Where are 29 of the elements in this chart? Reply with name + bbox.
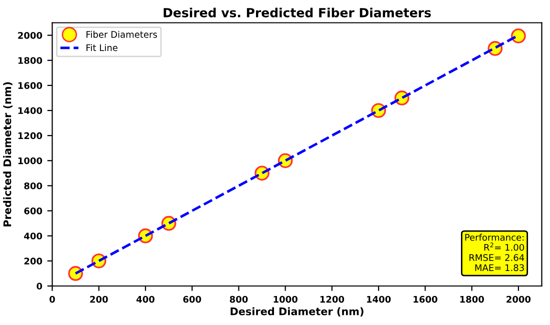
- y-tick-label: 1600: [18, 82, 42, 89]
- y-tick-label: 400: [24, 232, 42, 240]
- x-tick-label: 0: [50, 296, 55, 303]
- x-axis-title: Desired Diameter (nm): [230, 307, 364, 317]
- x-tick-label: 400: [136, 296, 154, 303]
- y-tick-label: 1400: [18, 107, 42, 114]
- y-tick-label: 200: [24, 258, 42, 264]
- chart-title: Desired vs. Predicted Fiber Diameters: [164, 8, 431, 18]
- y-tick-label: 1000: [18, 157, 42, 164]
- y-tick-label: 1800: [18, 57, 42, 64]
- x-tick-label: 2000: [506, 296, 531, 303]
- legend-label: Fiber Diameters: [86, 30, 157, 38]
- x-tick-label: 1000: [274, 296, 298, 303]
- y-tick-label: 600: [24, 208, 42, 214]
- x-tick-label: 600: [183, 296, 202, 303]
- annotation: Performance: R$^{2}$= 1.00 RMSE= 2.64 MAE= 1.83: [465, 234, 524, 272]
- x-tick-label: 1200: [320, 296, 344, 303]
- y-axis-title: Predicted Diameter (nm): [3, 82, 12, 226]
- y-tick-label: 0: [36, 282, 42, 290]
- x-tick-label: 800: [230, 296, 248, 303]
- x-tick-label: 200: [90, 296, 108, 303]
- x-tick-label: 1600: [414, 296, 438, 303]
- legend-label: Fit Line: [86, 44, 118, 52]
- x-tick-label: 1800: [460, 296, 484, 303]
- x-tick-label: 1400: [367, 296, 391, 303]
- y-tick-label: 800: [24, 182, 42, 190]
- point: [511, 28, 526, 44]
- y-tick-label: 2000: [18, 32, 42, 39]
- y-tick-label: 1200: [18, 132, 42, 140]
